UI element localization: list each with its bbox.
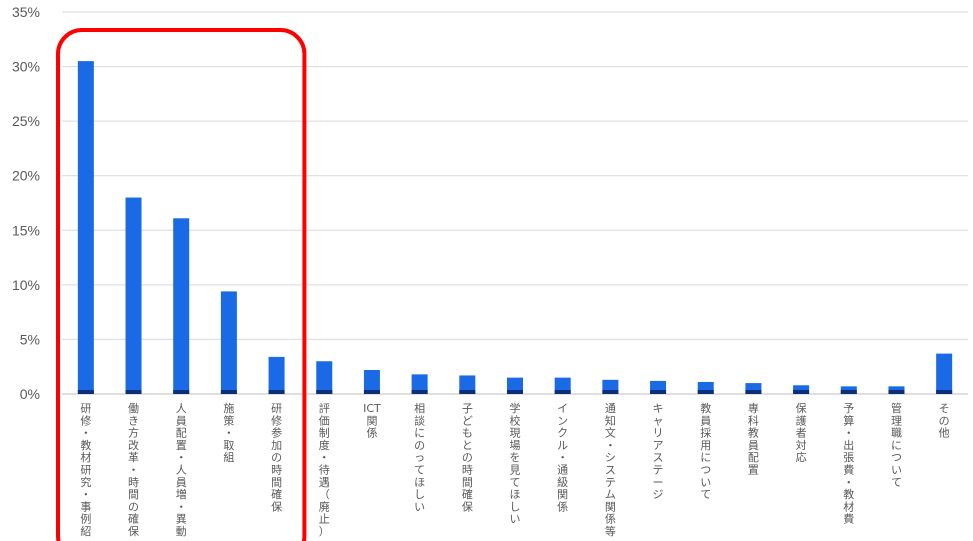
bar (363, 369, 380, 394)
bar-base (507, 390, 523, 394)
bar-base (936, 390, 953, 394)
bar-base (888, 390, 905, 394)
bar-base (268, 390, 285, 394)
bar-base (745, 390, 762, 394)
bar-base (554, 390, 571, 394)
y-tick-label: 25% (12, 113, 40, 129)
bar-base (316, 390, 333, 394)
bar (125, 197, 142, 394)
x-axis-ticks: 研修・教材研究・事例紹 働き方改革・時間の確保 人員配置・人員増・異動 施策・取組 研修… (80, 401, 949, 538)
y-tick-label: 30% (12, 59, 40, 75)
highlight-rectangle (56, 28, 307, 541)
bar (459, 375, 476, 394)
bar-base (411, 390, 428, 394)
x-tick-label: 予算・出張費・教材費 (843, 402, 854, 526)
gridlines (62, 11, 968, 395)
bar-base (840, 390, 857, 394)
y-tick-label: 5% (20, 331, 40, 347)
highlight-box (56, 28, 307, 541)
x-tick-label: 専科教員配置 (748, 402, 759, 477)
bar-base (459, 390, 476, 394)
bar-base (125, 390, 142, 394)
x-tick-label: 研修参加の時間確保 (271, 402, 282, 513)
x-tick-label: 子どもとの時間確保 (462, 402, 473, 513)
x-tick-label: 人員配置・人員増・異動 (176, 402, 187, 538)
y-tick-label: 15% (12, 222, 40, 238)
bar-base (650, 390, 667, 394)
x-tick-label: 通知文・システム関係等 (605, 402, 616, 538)
bar-base (363, 390, 380, 394)
y-tick-label: 35% (12, 4, 40, 20)
bars (77, 61, 953, 394)
x-tick-label: 評価制度・待遇（廃止） (319, 401, 330, 538)
bar-base (697, 390, 714, 394)
x-tick-label: 管理職について (891, 401, 902, 489)
y-tick-label: 10% (12, 277, 40, 293)
x-tick-label: ICT 関係 (363, 402, 381, 440)
x-tick-label: インクル・通級関係 (557, 402, 568, 513)
bar (173, 218, 190, 394)
x-tick-label: 教員採用について (700, 402, 711, 501)
bar (411, 374, 428, 394)
x-tick-label: 働き方改革・時間の確保 (128, 402, 139, 538)
bar (745, 383, 762, 394)
bar (793, 385, 810, 394)
x-tick-label: その他 (939, 402, 950, 440)
bar-base (793, 390, 810, 394)
x-tick-label: キャリアステージ (653, 402, 664, 501)
bar (554, 377, 571, 394)
x-tick-label: 保護者対応 (796, 401, 807, 464)
y-tick-label: 20% (12, 168, 40, 184)
bar (77, 61, 94, 394)
x-tick-label: 研修・教材研究・事例紹 (80, 402, 91, 538)
x-tick-label: 相談にのってほしい (414, 402, 425, 513)
bar (936, 353, 953, 394)
bar (268, 356, 285, 394)
bar-base (220, 390, 237, 394)
x-tick-label: 学校現場を見てほしい (510, 401, 521, 526)
bar (316, 361, 333, 394)
bar (220, 291, 237, 394)
bar-base (602, 390, 619, 394)
bar (507, 377, 523, 394)
x-tick-label: 施策・取組 (223, 402, 234, 464)
bar-base (173, 390, 190, 394)
y-axis-ticks: 0% 5% 10% 15% 20% 25% 30% 35% (12, 4, 40, 402)
y-tick-label: 0% (20, 386, 40, 402)
bar-base (77, 390, 94, 394)
